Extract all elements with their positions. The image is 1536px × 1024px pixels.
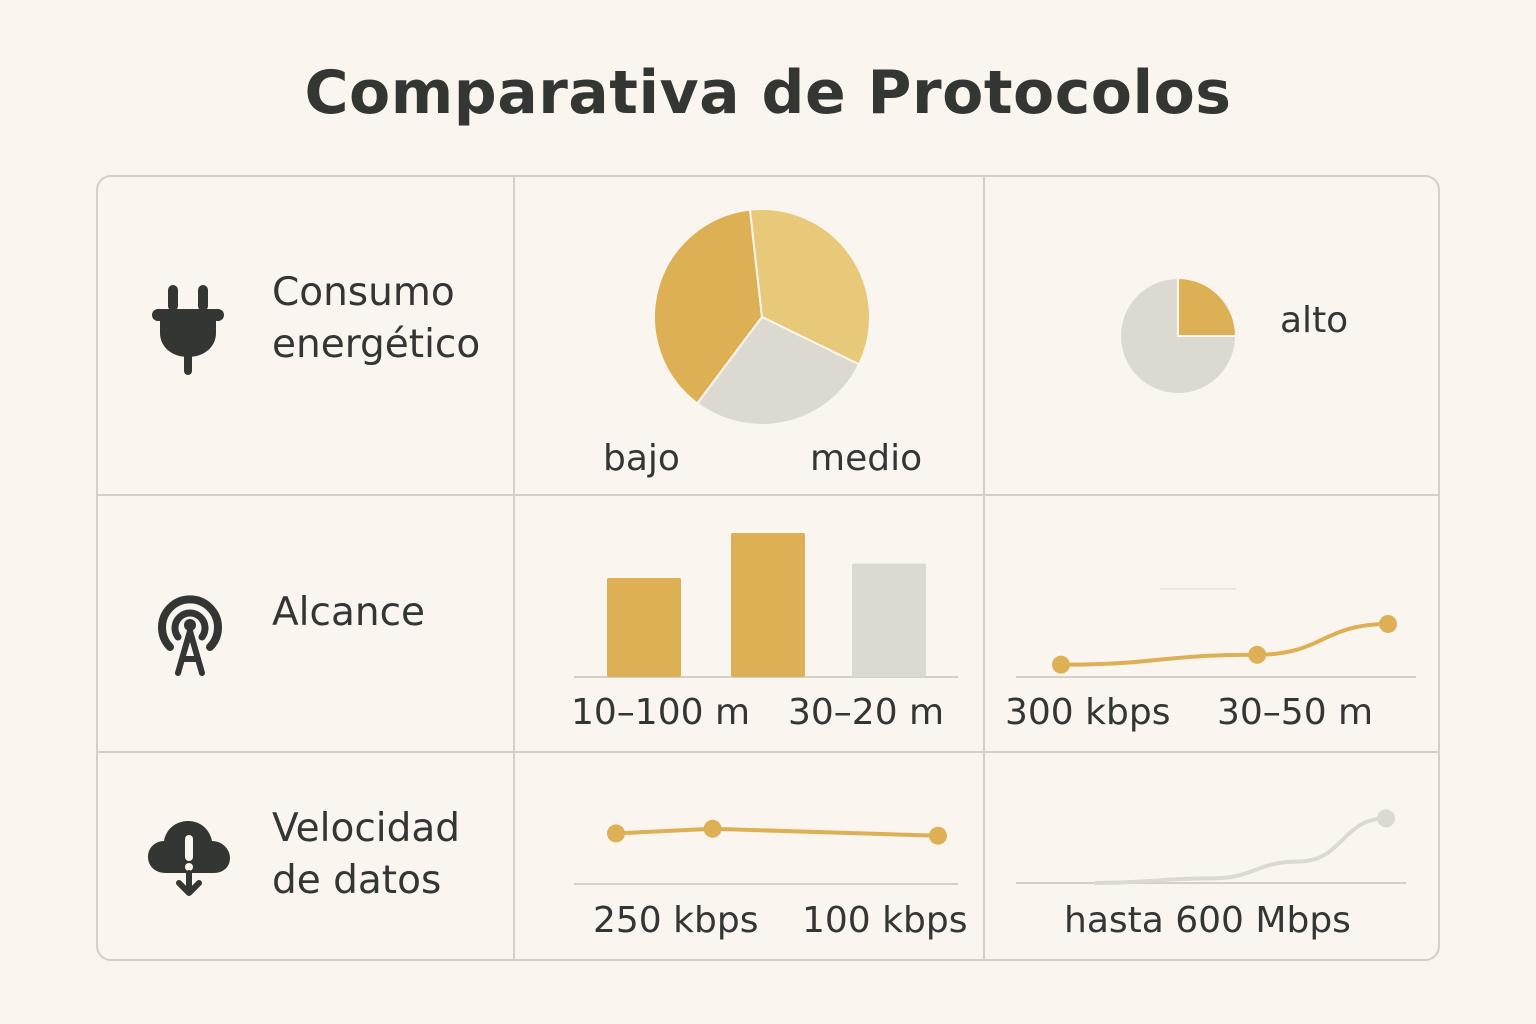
pie-consumo-b-slice-0 (1177, 276, 1238, 337)
cloud-download-icon (148, 821, 230, 896)
row-label-velocidad: Velocidad de datos (272, 803, 460, 907)
pie-consumo-b-slice-1 (1119, 276, 1238, 395)
plug-icon (152, 285, 224, 375)
pie-consumo-a-slice-2 (695, 315, 861, 426)
line-alcance-line (1059, 621, 1390, 667)
line-chart-alcance (1016, 588, 1416, 678)
label-medio: medio (810, 438, 923, 479)
row-label-line: de datos (272, 858, 442, 903)
label-300kbps: 300 kbps (1005, 692, 1171, 733)
line-velocidad-b-line (1094, 816, 1388, 885)
antenna-icon (158, 595, 222, 676)
bar-chart-alcance (574, 533, 958, 678)
row-label-line: energético (272, 322, 481, 367)
grid-lines (96, 175, 1440, 961)
bar-0 (607, 578, 681, 677)
page-title: Comparativa de Protocolos (304, 58, 1232, 128)
line-velocidad-a-point-1 (703, 819, 722, 838)
line-velocidad-a-point-0 (607, 824, 625, 843)
line-velocidad-b-point-3 (1377, 809, 1395, 828)
label-100kbps: 100 kbps (802, 900, 968, 941)
pie-chart-consumo-a (653, 208, 871, 426)
label-bajo: bajo (603, 438, 680, 479)
row-label-line: Velocidad (272, 806, 461, 851)
line-alcance-point-1 (1248, 645, 1267, 664)
pie-consumo-a-slice-0 (653, 208, 764, 405)
pie-chart-consumo-b (1119, 276, 1238, 395)
label-250kbps: 250 kbps (593, 900, 759, 941)
bar-2 (852, 563, 926, 677)
label-30-50m: 30–50 m (1217, 692, 1374, 733)
grid-border (96, 175, 1440, 961)
comparison-grid: Consumo energético bajo medio alto Alcan… (96, 175, 1440, 961)
bar-1 (731, 533, 805, 677)
line-chart-velocidad-b (1016, 809, 1406, 885)
label-hasta-600mbps: hasta 600 Mbps (1064, 900, 1351, 941)
label-alto: alto (1280, 300, 1349, 341)
row-label-alcance: Alcance (272, 587, 425, 639)
label-30-20m: 30–20 m (788, 692, 945, 733)
line-alcance-point-2 (1379, 614, 1397, 633)
line-alcance-point-0 (1052, 655, 1070, 674)
label-10-100m: 10–100 m (571, 692, 751, 733)
line-velocidad-a-point-2 (929, 826, 947, 845)
line-velocidad-a-line (614, 826, 940, 838)
row-label-line: Consumo (272, 270, 455, 315)
row-label-line: Alcance (272, 590, 426, 635)
row-label-consumo: Consumo energético (272, 267, 480, 371)
line-chart-velocidad-a (574, 819, 958, 885)
